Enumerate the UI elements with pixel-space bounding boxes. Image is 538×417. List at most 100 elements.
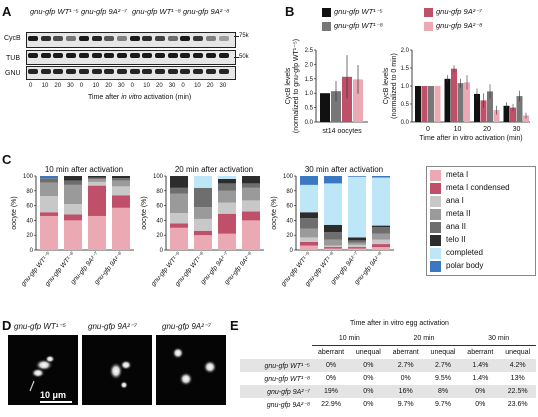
stack-segment — [372, 244, 390, 248]
table-col-header: unequal — [505, 349, 531, 356]
y-tick-label: 1.0 — [401, 84, 410, 90]
micrograph-label-2: gnu-gfp 9A²⁻⁷ — [88, 322, 138, 331]
stack-segment — [372, 227, 390, 234]
table-cell: 1.4% — [461, 359, 500, 372]
legend-c-swatch — [430, 196, 441, 207]
stack-segment — [88, 176, 106, 178]
y-axis-label-group: oocyte (%) — [11, 196, 18, 229]
legend-c-swatch — [430, 183, 441, 194]
y-tick-label: 60 — [26, 204, 33, 210]
y-tick-label: 40 — [26, 218, 33, 224]
blot-band — [91, 53, 102, 58]
stack-segment — [64, 214, 82, 221]
blot-band — [28, 36, 38, 41]
stack-segment — [372, 225, 390, 228]
y-tick-label: 80 — [156, 189, 163, 195]
stack-segment — [372, 177, 390, 226]
timepoint-label: 30 — [67, 83, 74, 89]
table-time-20: 20 min — [386, 332, 462, 346]
legend-b-swatch-1 — [322, 8, 331, 17]
legend-c-label: meta I — [446, 170, 469, 179]
stack-segment — [194, 207, 212, 219]
table-cell: 23.6% — [507, 401, 528, 408]
y-tick-label: 0.5 — [305, 106, 314, 112]
blot-band — [78, 36, 89, 41]
table-cell: 2.7% — [386, 359, 425, 372]
blot-band — [205, 53, 216, 58]
y-tick-label: 60 — [156, 204, 163, 210]
stack-segment — [112, 207, 130, 250]
marker-50k: 50k — [239, 54, 249, 60]
timepoint-label: 0 — [79, 83, 84, 89]
blot-band — [155, 53, 165, 58]
panel-d-letter: D — [2, 318, 12, 333]
table-cell: 0% — [350, 359, 387, 372]
stack-segment — [324, 232, 342, 240]
legend-c-label: polar body — [446, 261, 484, 270]
table-row: gnu-gfp WT¹⁻⁸ 0% 0% 0% 9.5% 1.4% 13% — [240, 372, 536, 385]
blot-band — [205, 36, 216, 41]
stack-segment — [40, 212, 58, 216]
table-cell: 9.7% — [397, 401, 414, 408]
y-tick-label: 100 — [153, 174, 164, 180]
table-row: gnu-gfp WT¹⁻⁵ 0% 0% 2.7% 2.7% 1.4% 4.2% — [240, 359, 536, 372]
blot-band — [167, 69, 178, 74]
stack-segment — [348, 247, 366, 249]
blot-band — [53, 69, 64, 74]
stack-segment — [372, 239, 390, 245]
stack-segment — [324, 245, 342, 248]
stack-segment — [218, 202, 236, 214]
legend-c-label: meta I condensed — [446, 183, 510, 192]
y-tick-label: 2.5 — [305, 48, 314, 54]
table-cell: 13% — [510, 375, 525, 382]
row-label-gnu: GNU — [5, 70, 21, 77]
stack-segment — [348, 248, 366, 250]
bar — [487, 91, 493, 122]
table-cell: 9.5% — [435, 375, 451, 382]
stack-segment — [300, 245, 318, 250]
legend-c-swatch — [430, 209, 441, 220]
y-axis-label: oocyte (%) — [271, 196, 278, 229]
y-tick-label: 1.5 — [401, 66, 410, 72]
micrograph-9a27-a — [82, 335, 152, 405]
row-label-tub: TUB — [6, 55, 20, 62]
bar — [421, 86, 428, 122]
blot-band — [205, 69, 216, 74]
legend-c-swatch — [430, 248, 441, 259]
stack-segment — [112, 176, 130, 179]
table-cell: 19% — [312, 385, 351, 398]
stack-segment — [300, 176, 318, 185]
table-cell: 8% — [424, 385, 462, 398]
blot-band — [129, 36, 140, 41]
stack-segment — [112, 180, 130, 187]
timepoint-label: 0 — [29, 83, 33, 89]
bar — [510, 107, 516, 122]
legend-c-swatch — [430, 222, 441, 233]
y-axis-label: oocyte (%) — [11, 196, 18, 229]
stack-segment — [88, 215, 106, 250]
stack-segment — [88, 178, 106, 182]
bar — [353, 79, 363, 122]
table-cell: 16% — [386, 385, 425, 398]
stack-segment — [40, 182, 58, 196]
blot-band — [129, 53, 140, 58]
x-tick-label: 0 — [426, 126, 430, 133]
stack-segment — [40, 215, 58, 250]
stack-segment — [348, 237, 366, 241]
y-axis-label-group: CycB levels (normalized to 0 min) — [383, 53, 398, 119]
table-cell: 22.9% — [321, 401, 341, 408]
blot-band — [78, 69, 89, 74]
y-tick-label: 0.0 — [305, 120, 314, 126]
blot-band — [218, 53, 229, 58]
stack-segment — [324, 183, 342, 225]
stack-segment — [88, 177, 106, 179]
stack-segment — [218, 178, 236, 184]
blot-band — [218, 36, 229, 41]
legend-c-swatch — [430, 170, 441, 181]
y-tick-label: 40 — [156, 218, 163, 224]
legend-b-swatch-3 — [322, 22, 331, 31]
blot-band — [104, 53, 115, 58]
table-cell: 4.2% — [499, 359, 536, 372]
blot-band — [142, 36, 153, 41]
stack-segment — [170, 193, 188, 213]
